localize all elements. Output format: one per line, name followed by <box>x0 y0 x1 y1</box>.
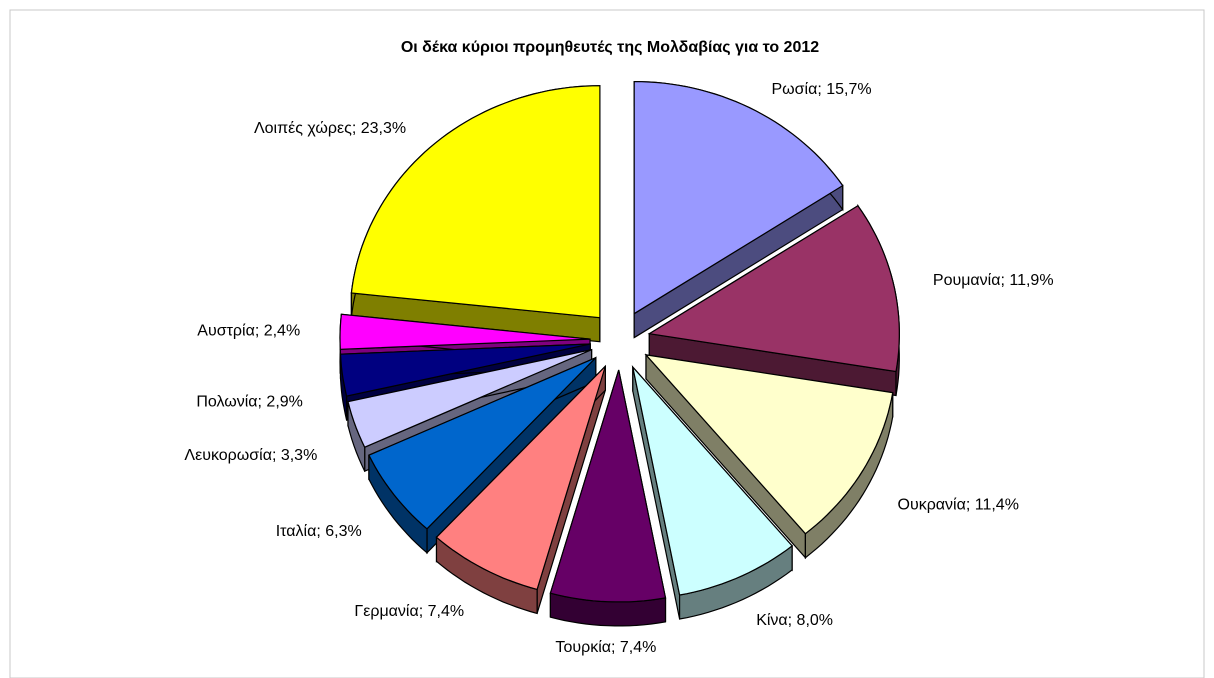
slice-top <box>435 365 606 591</box>
data-label: Λευκορωσία; 3,3% <box>184 447 317 464</box>
data-label: Τουρκία; 7,4% <box>555 639 656 656</box>
data-label: Ουκρανία; 11,4% <box>898 497 1019 514</box>
data-label: Κίνα; 8,0% <box>756 612 833 629</box>
data-label: Αυστρία; 2,4% <box>197 322 300 339</box>
slice <box>647 203 900 397</box>
data-label: Λοιπές χώρες; 23,3% <box>254 120 406 137</box>
chart-title: Οι δέκα κύριοι προμηθευτές της Μολδαβίας… <box>401 39 819 56</box>
data-label: Ιταλία; 6,3% <box>276 523 362 540</box>
data-label: Ρωσία; 15,7% <box>772 81 872 98</box>
slice-top <box>647 204 900 373</box>
slice-top <box>350 85 601 319</box>
slice-top <box>368 357 597 530</box>
data-label: Γερμανία; 7,4% <box>354 603 464 620</box>
slice-top <box>631 365 793 596</box>
slice-top <box>339 313 591 350</box>
data-label: Πολωνία; 2,9% <box>196 393 303 410</box>
slice <box>633 80 844 339</box>
slice <box>549 369 667 627</box>
slice <box>631 365 793 620</box>
slice-top <box>549 369 667 603</box>
slice-top <box>339 343 591 397</box>
slice <box>350 85 601 343</box>
slice <box>644 353 894 560</box>
slice <box>435 364 607 615</box>
data-label: Ρουμανία; 11,9% <box>933 272 1054 289</box>
slice-top <box>644 354 894 535</box>
slice-top <box>633 80 844 315</box>
slice-top <box>347 349 592 448</box>
